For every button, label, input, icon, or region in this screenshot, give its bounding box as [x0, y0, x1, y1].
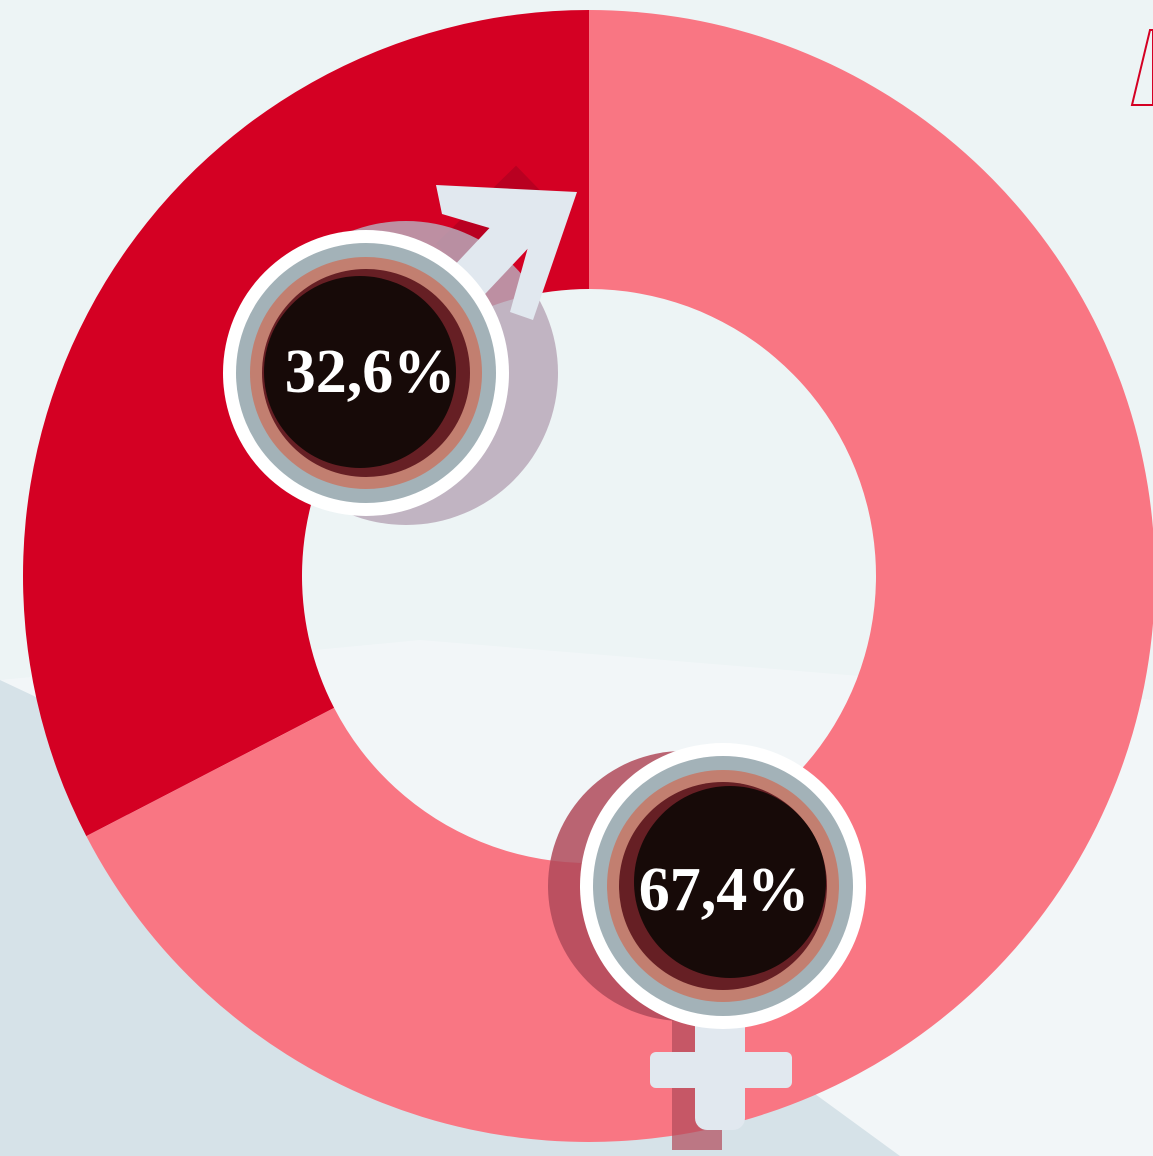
value-label: 67,4%	[639, 856, 810, 924]
value-label: 32,6%	[285, 338, 456, 406]
female-cross-bar	[650, 1052, 792, 1088]
chart: 32,6% 67,4%	[0, 0, 1153, 1156]
